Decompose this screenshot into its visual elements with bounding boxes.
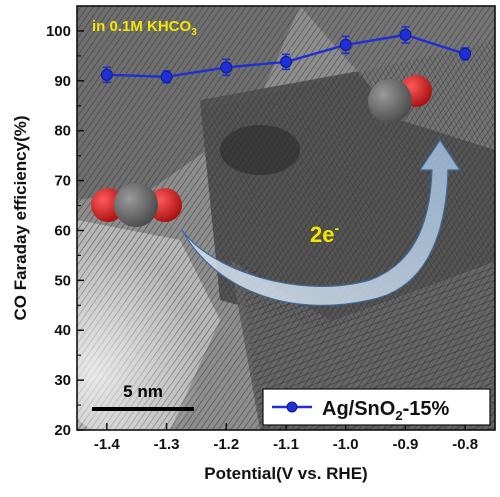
x-axis-title: Potential(V vs. RHE) [204,464,367,483]
x-tick-label: -0.8 [452,436,478,453]
data-point [280,55,292,68]
y-tick-label: 70 [54,173,71,190]
y-axis-title: CO Faraday efficiency(%) [11,115,30,320]
electrolyte-annotation: in 0.1M KHCO3 [92,18,197,38]
x-tick-label: -1.0 [333,436,359,453]
x-tick-label: -1.4 [94,436,121,453]
scale-bar: 5 nm [92,382,194,411]
electron-transfer-arrow [181,138,462,306]
legend-label: Ag/SnO2-15% [322,398,449,423]
y-tick-label: 90 [54,73,71,90]
x-tick-label: -1.2 [213,436,239,453]
co-molecule [368,75,432,123]
x-tick-label: -0.9 [392,436,418,453]
co2-molecule [91,183,182,227]
scale-bar-label: 5 nm [123,382,163,401]
y-tick-label: 30 [54,372,71,389]
data-point [160,70,173,83]
x-tick-label: -1.3 [154,436,180,453]
data-point [220,61,233,74]
y-tick-label: 80 [54,123,71,140]
x-axis: -1.4 -1.3 -1.2 -1.1 -1.0 -0.9 -0.8 [94,423,478,453]
series-layer [100,26,472,84]
data-point [459,47,472,60]
data-point [100,68,113,81]
x-tick-label: -1.1 [273,436,299,453]
y-tick-label: 60 [54,222,71,239]
data-point [399,28,412,41]
legend-marker-sample [286,401,298,413]
electron-count-label: 2e- [310,220,339,247]
y-tick-label: 20 [54,422,71,439]
y-tick-label: 50 [54,272,71,289]
y-tick-label: 40 [54,322,71,339]
y-axis: 20 30 40 50 60 70 80 90 100 [46,23,84,439]
y-tick-label: 100 [46,23,71,40]
data-point [339,38,352,51]
legend: Ag/SnO2-15% [262,388,491,426]
